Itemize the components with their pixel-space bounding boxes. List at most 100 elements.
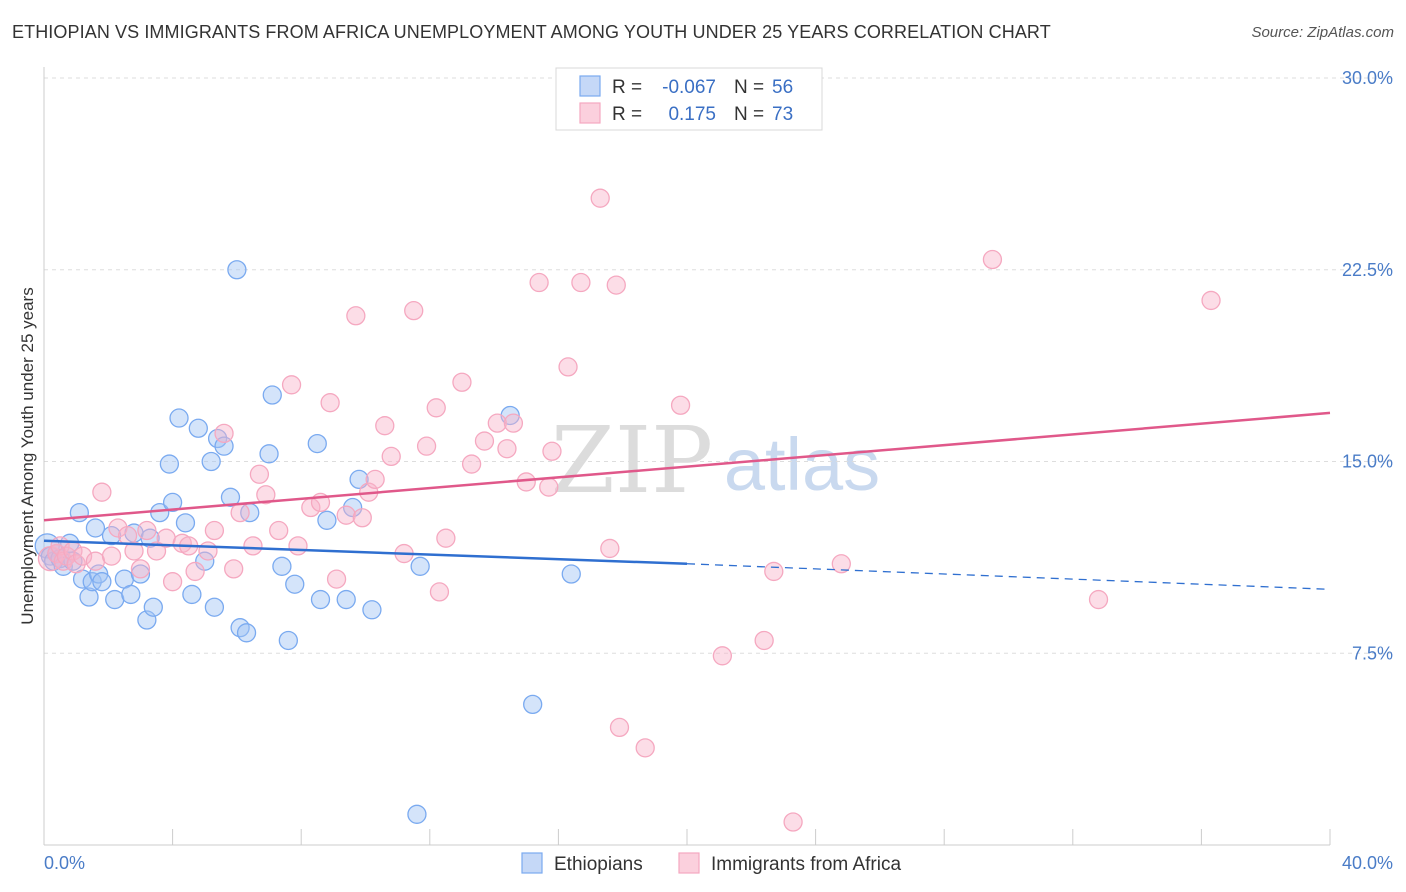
point-0-30	[188, 418, 208, 438]
point-0-45	[285, 574, 305, 594]
trend-lines	[43, 411, 1331, 590]
stats-r-label-1: R =	[612, 104, 642, 125]
stats-n-value-0: 56	[772, 77, 793, 98]
point-1-71	[764, 561, 784, 582]
stats-swatch-ethiopians	[579, 75, 601, 97]
point-1-55	[503, 413, 524, 433]
point-1-31	[281, 375, 302, 395]
point-1-54	[497, 439, 517, 459]
legend-swatch-immigrants	[678, 852, 700, 874]
point-1-63	[590, 188, 610, 208]
point-1-65	[606, 275, 626, 295]
point-1-37	[336, 505, 356, 525]
point-0-10	[79, 587, 99, 607]
point-1-70	[754, 630, 774, 651]
point-1-57	[529, 272, 549, 293]
point-1-53	[487, 413, 507, 433]
x-tick-label-max: 40.0%	[1342, 853, 1393, 873]
point-1-26	[230, 502, 250, 523]
point-1-50	[452, 372, 472, 392]
point-1-39	[352, 508, 372, 528]
point-1-43	[381, 446, 401, 467]
point-0-34	[207, 428, 228, 449]
point-1-24	[214, 423, 234, 444]
point-0-15	[101, 525, 122, 546]
legend-swatch-ethiopians	[521, 852, 543, 874]
point-0-25	[159, 454, 180, 474]
point-0-29	[182, 584, 202, 605]
trend-line-dashed-0	[686, 563, 1331, 590]
point-0-55	[523, 694, 543, 715]
point-1-29	[256, 485, 276, 505]
point-0-16	[105, 589, 125, 610]
point-1-47	[426, 398, 446, 418]
point-0-57	[407, 804, 427, 824]
stats-n-value-1: 73	[772, 104, 793, 125]
point-1-21	[185, 561, 205, 582]
point-1-68	[670, 395, 691, 415]
point-1-49	[436, 528, 456, 548]
point-0-14	[92, 572, 112, 592]
point-1-69	[712, 646, 733, 666]
point-0-33	[204, 597, 225, 617]
point-1-41	[365, 469, 385, 490]
y-tick-labels: 7.5% 15.0% 22.5% 30.0%	[1342, 68, 1393, 663]
point-1-27	[243, 536, 263, 556]
point-1-58	[539, 477, 559, 497]
point-1-15	[137, 520, 157, 541]
point-1-6	[66, 554, 86, 574]
point-1-18	[162, 572, 183, 592]
point-1-14	[130, 559, 151, 579]
trend-line-0	[43, 539, 688, 566]
stats-r-label-0: R =	[612, 77, 642, 98]
point-1-36	[326, 569, 347, 589]
point-1-66	[609, 717, 630, 738]
point-0-20	[130, 564, 151, 584]
trend-line-1	[43, 411, 1331, 522]
point-0-46	[307, 433, 327, 454]
point-1-13	[124, 541, 144, 561]
point-1-16	[146, 541, 167, 561]
x-ticks	[172, 829, 1331, 845]
y-tick-label-2: 22.5%	[1342, 260, 1393, 280]
point-0-37	[230, 618, 250, 638]
legend-label-ethiopians: Ethiopians	[554, 854, 643, 875]
point-1-59	[542, 441, 562, 461]
point-0-23	[143, 597, 163, 617]
stats-n-label-1: N =	[734, 104, 764, 125]
point-1-46	[416, 436, 437, 456]
series-ethiopians-points	[34, 260, 581, 824]
point-0-47	[310, 589, 331, 610]
point-0-28	[175, 513, 196, 533]
point-1-32	[288, 536, 308, 556]
point-0-50	[342, 497, 363, 518]
legend-label-immigrants: Immigrants from Africa	[711, 854, 901, 875]
point-0-27	[169, 408, 189, 428]
stats-n-label-0: N =	[734, 77, 764, 98]
point-1-60	[558, 357, 578, 377]
point-0-53	[410, 556, 430, 576]
point-0-43	[272, 556, 292, 576]
point-0-36	[220, 487, 241, 507]
stats-legend: R = -0.067 N = 56 R = 0.175 N = 73	[555, 67, 823, 131]
point-1-11	[108, 518, 128, 538]
stats-r-value-1: 0.175	[668, 104, 716, 125]
watermark-atlas: atlas	[724, 423, 880, 506]
chart-title: ETHIOPIAN VS IMMIGRANTS FROM AFRICA UNEM…	[12, 22, 1051, 42]
point-1-76	[1201, 290, 1221, 311]
point-1-28	[249, 464, 270, 484]
point-0-51	[349, 469, 369, 490]
point-0-42	[262, 385, 282, 405]
series-immigrants-points	[37, 86, 1221, 832]
stats-r-value-0: -0.067	[662, 77, 716, 98]
y-tick-label-1: 15.0%	[1342, 452, 1393, 472]
source-label: Source: ZipAtlas.com	[1251, 24, 1394, 41]
point-0-41	[259, 444, 279, 464]
point-1-42	[375, 416, 395, 436]
point-1-38	[346, 306, 366, 326]
point-1-22	[198, 541, 218, 561]
point-1-52	[474, 431, 495, 451]
point-0-40	[227, 260, 247, 280]
point-0-32	[201, 451, 221, 472]
point-1-4	[56, 546, 77, 566]
